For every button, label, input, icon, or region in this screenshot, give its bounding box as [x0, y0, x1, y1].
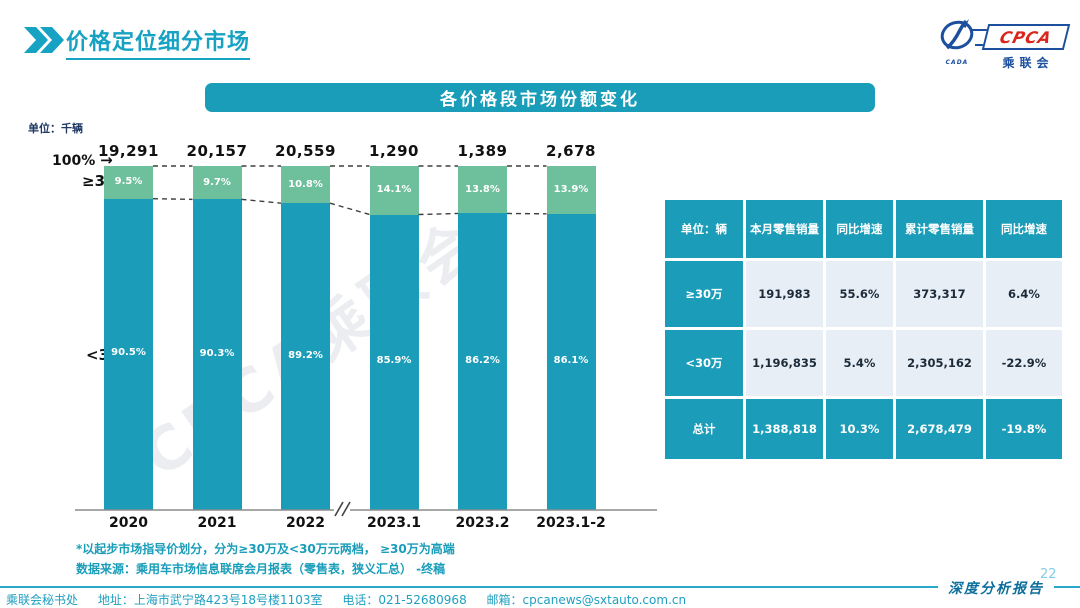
table-cell-value: 10.3%: [826, 399, 893, 459]
table-row-label: <30万: [665, 330, 743, 396]
table-row-label: 总计: [665, 399, 743, 459]
chart-unit-label: 单位：千辆: [28, 122, 83, 135]
axis-100-text: 100%: [52, 153, 96, 169]
bar-segment-low: [546, 213, 596, 510]
table-cell-value: 373,317: [896, 261, 983, 327]
table-column-header: 本月零售销量: [746, 200, 823, 258]
bar-total-label: 1,389: [457, 142, 508, 160]
bar-total-label: 2,678: [546, 142, 596, 160]
table-column-header: 累计零售销量: [896, 200, 983, 258]
table-cell-value: 5.4%: [826, 330, 893, 396]
table-unit-header: 单位：辆: [665, 200, 743, 258]
table-cell-value: 6.4%: [986, 261, 1062, 327]
cpca-badge: CPCA: [981, 24, 1071, 50]
page-title: 价格定位细分市场: [66, 24, 251, 60]
bar-segment-high: [281, 166, 330, 204]
bar-total-label: 1,290: [369, 142, 419, 160]
footnote-source: 数据来源：乘用车市场信息联席会月报表（零售表，狭义汇总） -终稿: [76, 562, 446, 576]
bar-total-label: 20,157: [186, 142, 248, 160]
footnote-definition: *以起步市场指导价划分，分为≥30万及<30万元两档， ≥30万为高端: [76, 542, 455, 556]
segment-value-high: 14.1%: [376, 184, 412, 196]
x-axis-category: 2022: [286, 515, 325, 531]
table-cell-value: 1,196,835: [746, 330, 823, 396]
axis-100-label: 100% →: [52, 151, 113, 169]
bar-segment-low: [458, 213, 507, 510]
chart-title-banner: 各价格段市场份额变化: [205, 83, 875, 112]
bar-segment-low: [192, 199, 242, 510]
footer-address: 地址：上海市武宁路423号18号楼1103室: [97, 593, 323, 607]
cpca-acronym: CPCA: [997, 27, 1055, 47]
footer-contact: 乘联会秘书处 地址：上海市武宁路423号18号楼1103室 电话：021-526…: [6, 591, 702, 608]
footer-email: 邮箱：cpcanews@sxtauto.com.cn: [486, 593, 687, 607]
bar-segment-high: [458, 166, 507, 214]
footer-secretariat: 乘联会秘书处: [6, 593, 79, 607]
cpca-logo: CADA CPCA 乘联会: [933, 16, 1073, 72]
x-axis-category: 2023.2: [455, 515, 510, 531]
chart-title: 各价格段市场份额变化: [440, 90, 640, 110]
bar-segment-low: [281, 203, 330, 510]
double-chevron-icon: [24, 27, 64, 53]
table-row-label: ≥30万: [665, 261, 743, 327]
table-column-header: 同比增速: [986, 200, 1062, 258]
table-cell-value: -22.9%: [986, 330, 1062, 396]
table-column-header: 同比增速: [826, 200, 893, 258]
x-axis-category: 2023.1: [366, 515, 422, 531]
segment-value-low: 90.5%: [111, 347, 146, 359]
bar-segment-high: [104, 166, 153, 199]
arrow-right-icon: →: [100, 151, 113, 169]
table-cell-value: -19.8%: [986, 399, 1062, 459]
segment-value-low: 86.1%: [553, 354, 589, 366]
table-cell-value: 55.6%: [826, 261, 893, 327]
bar-segment-high: [369, 166, 419, 215]
x-axis-category: 2021: [197, 515, 237, 531]
bar-segment-low: [104, 198, 153, 510]
cpca-emblem-icon: CADA: [933, 18, 981, 66]
segment-value-high: 10.8%: [288, 178, 323, 190]
cpca-name-cn: 乘联会: [1002, 56, 1054, 70]
footer-phone: 电话：021-52680968: [342, 593, 467, 607]
segment-value-low: 90.3%: [199, 347, 235, 359]
table-cell-value: 191,983: [746, 261, 823, 327]
segment-value-low: 86.2%: [465, 354, 500, 366]
segment-value-high: 9.5%: [114, 176, 143, 188]
bar-total-label: 20,559: [275, 142, 336, 160]
segment-value-low: 89.2%: [288, 349, 323, 361]
bar-segment-high: [192, 166, 242, 200]
segment-value-low: 85.9%: [376, 355, 412, 367]
footer-divider: [0, 586, 1080, 588]
table-cell-value: 1,388,818: [746, 399, 823, 459]
table-cell-value: 2,305,162: [896, 330, 983, 396]
segment-value-high: 13.8%: [465, 183, 500, 195]
report-type-label: 深度分析报告: [938, 578, 1054, 598]
retail-sales-table: 单位：辆 本月零售销量 同比增速 累计零售销量 同比增速 ≥30万 191,983 55.6%…: [665, 200, 1062, 459]
x-axis-category: 2023.1-2: [536, 515, 606, 531]
bar-segment-high: [546, 166, 596, 214]
bar-segment-low: [369, 214, 419, 510]
logo-speedline: [971, 29, 989, 31]
x-axis-category: 2020: [109, 515, 148, 531]
table-cell-value: 2,678,479: [896, 399, 983, 459]
segment-value-high: 13.9%: [553, 183, 589, 195]
emblem-caption: CADA: [945, 59, 969, 66]
segment-value-high: 9.7%: [203, 176, 231, 188]
bar-total-label: 19,291: [98, 142, 159, 160]
